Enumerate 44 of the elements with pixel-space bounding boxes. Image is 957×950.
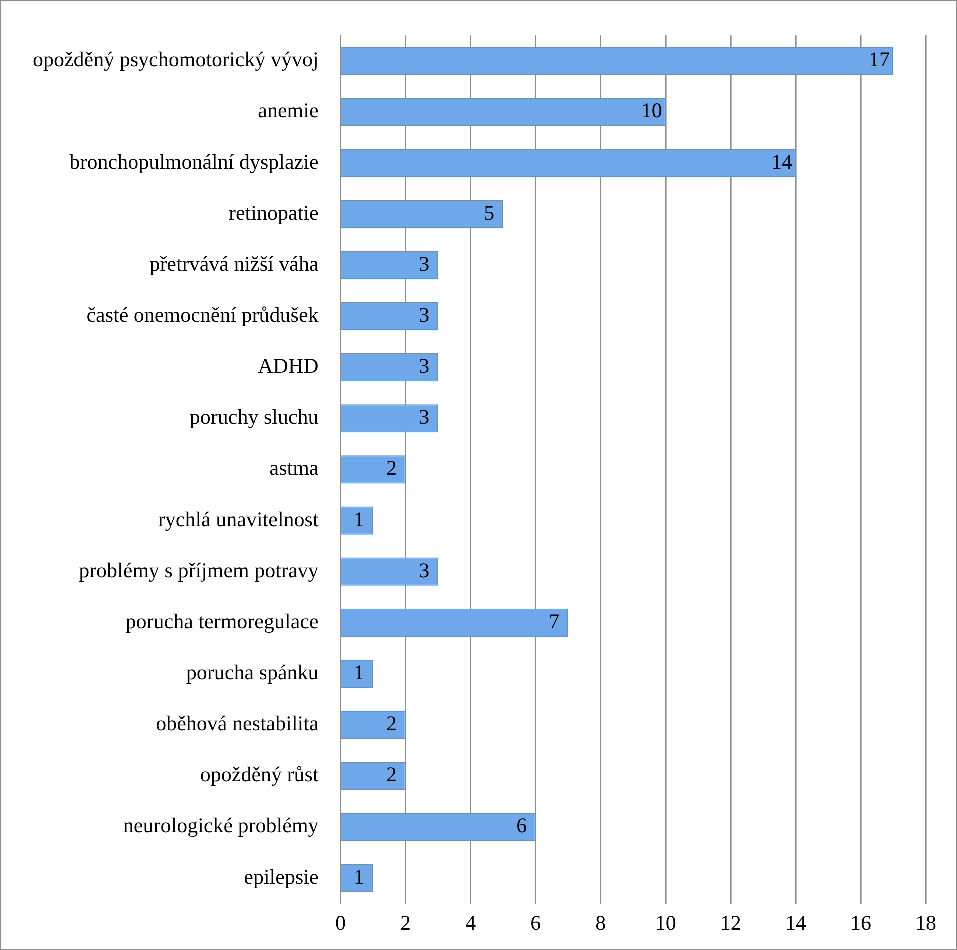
y-tick-label: epilepsie [244,864,319,889]
y-tick-label: rychlá unavitelnost [158,507,319,532]
data-label: 5 [484,200,495,225]
data-label: 6 [516,814,528,838]
y-tick-label: neurologické problémy [123,814,320,838]
y-tick-label: časté onemocnění průdušek [86,303,320,328]
data-label: 3 [419,303,430,328]
x-tick-label: 0 [336,910,346,935]
data-label: 3 [419,405,430,430]
y-tick-label: přetrvává nižší váha [150,252,320,276]
y-tick-label: ADHD [258,354,319,378]
data-label: 17 [868,48,890,72]
x-tick-label: 4 [466,910,477,935]
x-tick-label: 16 [850,910,872,935]
x-tick-label: 18 [916,910,936,935]
y-tick-label: bronchopulmonální dysplazie [70,150,319,174]
y-tick-label: porucha termoregulace [126,609,319,634]
data-label: 3 [419,354,430,378]
y-tick-label: astma [270,456,320,480]
data-label: 3 [419,252,430,276]
y-tick-label: problémy s příjmem potravy [79,558,320,582]
y-tick-label: porucha spánku [186,660,320,684]
data-label: 2 [386,456,398,480]
x-tick-label: 14 [785,910,807,935]
x-tick-label: 6 [530,910,542,935]
y-tick-label: poruchy sluchu [190,405,320,430]
y-tick-label: opožděný růst [200,762,319,787]
data-label: 10 [641,98,662,123]
data-label: 2 [386,712,398,736]
data-label: 14 [771,150,793,174]
x-tick-label: 12 [720,910,742,935]
y-tick-label: opožděný psychomotorický vývoj [32,48,319,72]
data-label: 1 [354,864,365,889]
data-label: 7 [549,609,560,634]
x-tick-label: 10 [655,910,676,935]
data-label: 2 [386,762,398,787]
y-tick-label: anemie [258,98,319,123]
y-tick-label: retinopatie [228,200,319,225]
data-label: 3 [419,558,430,582]
y-tick-label: oběhová nestabilita [156,712,320,736]
x-tick-label: 8 [596,910,606,935]
data-label: 1 [354,507,365,532]
x-tick-label: 2 [400,910,412,935]
data-label: 1 [354,660,365,684]
